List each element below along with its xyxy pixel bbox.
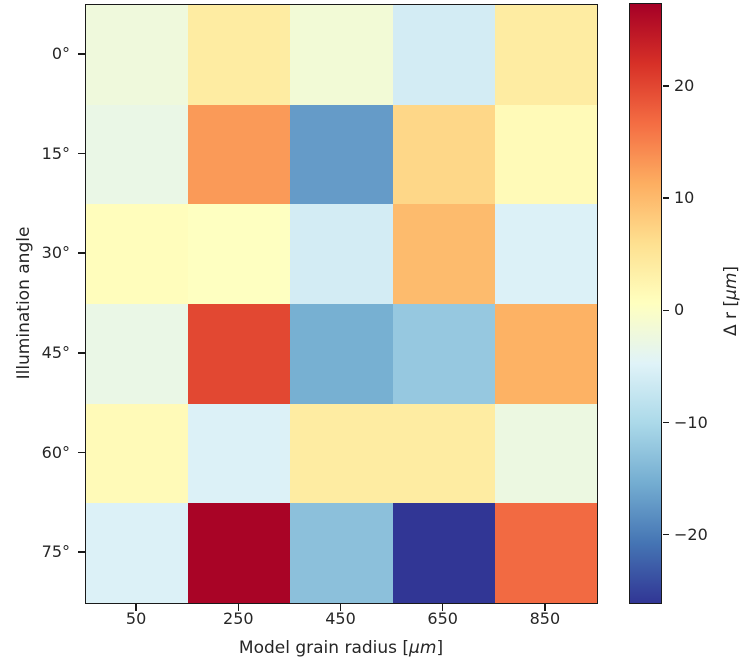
heatmap-cell [392,104,495,205]
heatmap-cell [392,204,495,304]
heatmap-cell [494,104,597,205]
colorbar-tick-mark [663,85,669,87]
colorbar-label: Δ r [μm] [721,266,741,336]
heatmap-cell [188,104,291,205]
colorbar-unit: μm [721,272,741,300]
heatmap-cell [494,503,597,603]
colorbar-tick-mark [663,533,669,536]
heatmap-grid [86,5,597,603]
heatmap-cell [188,5,291,105]
x-axis-label-bracket: ] [436,638,444,658]
x-tick-mark [237,603,240,611]
heatmap-cell [290,104,393,205]
y-tick-label: 45° [41,342,70,362]
y-tick-label: 0° [51,43,70,63]
heatmap-cell [188,503,291,603]
x-tick-mark [339,603,342,611]
heatmap-cell [494,303,597,404]
x-tick-label: 450 [325,609,356,628]
heatmap-cell [86,403,189,504]
colorbar-tick-label: 20 [674,76,695,95]
x-tick-label: 250 [223,609,254,628]
x-tick-label: 850 [529,609,561,628]
heatmap-cell [188,403,291,504]
colorbar-label-text: Δ r [ [721,299,741,337]
y-tick-label: 15° [41,143,70,163]
heatmap-cell [290,403,393,504]
heatmap-cell [86,204,189,304]
heatmap-cell [494,5,597,105]
x-axis-label: Model grain radius [μm] [239,638,443,658]
heatmap-cell [188,204,291,304]
heatmap-cell [290,503,393,603]
heatmap-cell [86,303,189,404]
heatmap-cell [86,5,189,105]
y-tick-label: 75° [41,542,70,562]
x-axis-label-text: Model grain radius [ [238,638,410,658]
heatmap-cell [290,303,393,404]
heatmap-cell [392,403,495,504]
heatmap-cell [290,5,393,105]
y-tick-label: 60° [41,442,70,462]
colorbar-tick-mark [663,421,669,424]
heatmap-cell [392,503,495,603]
y-tick-mark [78,551,85,553]
heatmap-cell [188,303,291,404]
x-tick-label: 650 [427,609,458,628]
y-tick-mark [78,352,85,354]
colorbar-tick-label: −20 [674,524,708,544]
colorbar-tick-mark [663,197,669,199]
y-tick-mark [78,252,85,254]
heatmap-cell [494,204,597,304]
heatmap-cell [494,403,597,504]
heatmap-cell [290,204,393,304]
heatmap-cell [392,5,495,105]
y-tick-mark [78,53,85,55]
colorbar-tick-label: 0 [674,300,685,320]
colorbar-label-bracket: ] [721,265,741,273]
x-tick-mark [441,603,444,611]
x-tick-mark [135,603,137,611]
x-tick-mark [544,603,546,611]
heatmap-cell [392,303,495,404]
heatmap-cell [86,104,189,205]
heatmap-cell [86,503,189,603]
y-tick-mark [78,152,85,155]
x-tick-label: 50 [125,609,147,628]
colorbar-tick-mark [663,309,669,312]
x-axis-unit: μm [409,638,437,658]
plot-area [85,4,598,604]
y-tick-label: 30° [41,243,70,263]
colorbar-tick-label: 10 [674,188,695,208]
colorbar-tick-label: −10 [674,412,708,432]
colorbar [629,3,662,604]
y-tick-mark [78,451,85,454]
